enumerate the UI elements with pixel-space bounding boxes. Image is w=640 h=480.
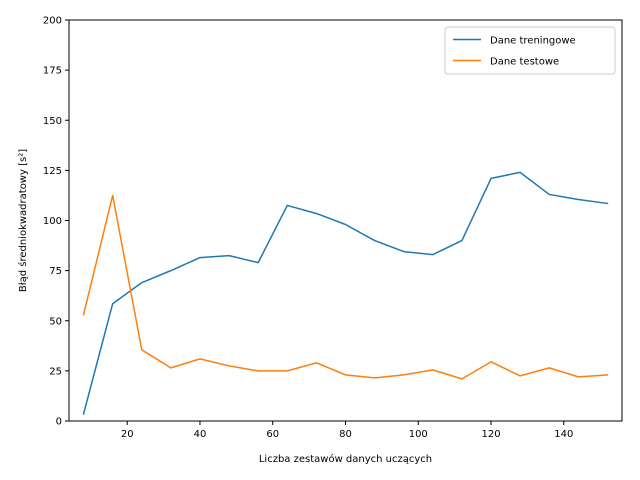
legend-label-test: Dane testowe [490, 57, 559, 68]
y-axis-label: Błąd średniokwadratowy [s²] [17, 149, 29, 292]
x-tick-label: 20 [121, 429, 134, 440]
y-tick-label: 200 [43, 16, 62, 27]
legend-frame [444, 26, 616, 75]
plot-area [69, 20, 622, 421]
y-tick-label: 100 [43, 216, 62, 227]
series-layer [82, 171, 609, 415]
series-line-train [82, 171, 609, 415]
x-tick-label: 80 [339, 429, 352, 440]
y-tick-label: 75 [49, 266, 62, 277]
y-tick-label: 0 [56, 417, 62, 428]
plot-frame [68, 19, 623, 422]
y-tick-label: 125 [43, 166, 62, 177]
x-axis-label: Liczba zestawów danych uczących [259, 453, 432, 465]
y-tick-label: 50 [49, 316, 62, 327]
x-tick-label: 40 [194, 429, 207, 440]
tick-layer: 20 40 60 80 100 120 140 0 25 50 75 100 125 150 175 200 [43, 16, 573, 441]
x-tick-label: 60 [266, 429, 279, 440]
y-tick-label: 25 [49, 366, 62, 377]
legend: Dane treningowe Dane testowe [444, 26, 616, 75]
y-tick-label: 150 [43, 116, 62, 127]
x-tick-label: 140 [554, 429, 573, 440]
legend-label-train: Dane treningowe [490, 36, 576, 47]
series-line-test [82, 194, 609, 380]
x-tick-label: 120 [481, 429, 500, 440]
y-tick-label: 175 [43, 66, 62, 77]
x-tick-label: 100 [409, 429, 428, 440]
